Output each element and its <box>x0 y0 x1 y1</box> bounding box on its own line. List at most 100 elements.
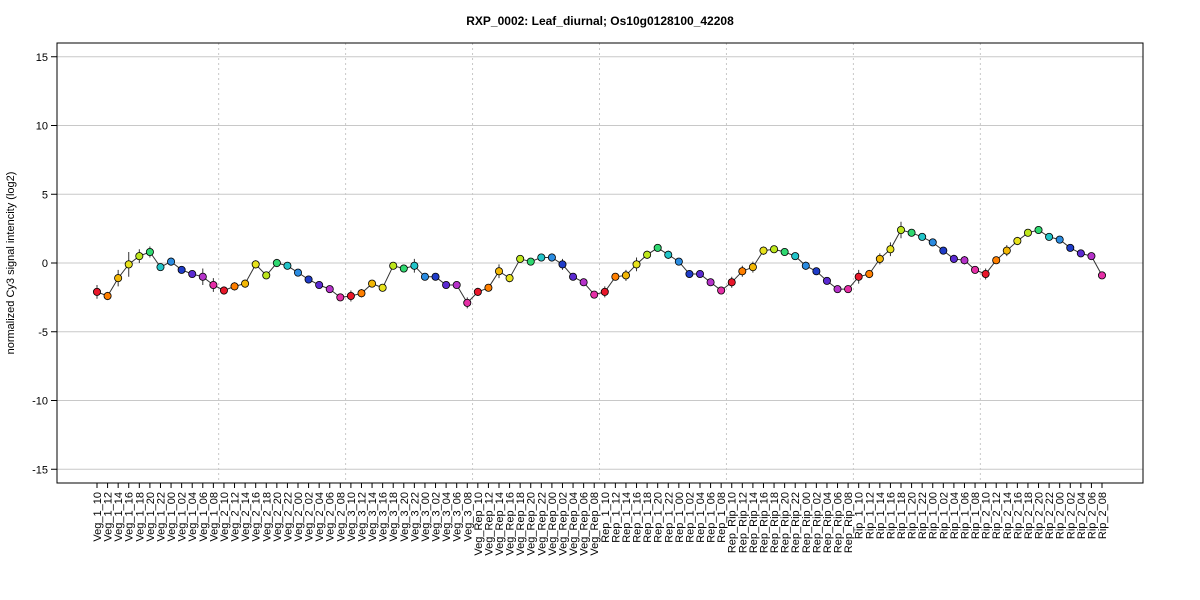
data-point <box>1045 232 1054 241</box>
data-point <box>442 280 451 289</box>
data-point <box>949 254 958 263</box>
data-point <box>241 279 250 288</box>
data-point <box>463 298 472 307</box>
x-tick-label: Rip_2_22 <box>1044 492 1056 539</box>
data-point <box>653 243 662 252</box>
data-point <box>685 269 694 278</box>
data-point <box>167 257 176 266</box>
x-tick-label: Veg_Rep_02 <box>557 492 569 556</box>
series <box>93 221 1107 309</box>
x-tick-label: Rep_Rip_20 <box>780 492 792 553</box>
data-point <box>886 245 895 254</box>
x-tick-label: Rip_2_20 <box>1034 492 1046 539</box>
x-tick-label: Veg_3_04 <box>441 492 453 542</box>
data-point <box>801 261 810 270</box>
x-tick-label: Rep_1_10 <box>600 492 612 543</box>
x-tick-label: Veg_1_16 <box>124 492 136 542</box>
x-tick-label: Rip_2_00 <box>1055 492 1067 539</box>
x-tick-label: Rip_1_16 <box>885 492 897 539</box>
x-tick-label: Rep_Rip_02 <box>811 492 823 553</box>
data-point <box>569 272 578 281</box>
data-point <box>177 265 186 274</box>
x-tick-label: Veg_Rep_14 <box>494 492 506 556</box>
data-point <box>293 268 302 277</box>
data-point <box>971 265 980 274</box>
x-tick-label: Veg_3_06 <box>452 492 464 542</box>
x-tick-label: Rip_2_12 <box>991 492 1003 539</box>
x-tick-label: Rip_2_14 <box>1002 492 1014 539</box>
x-tick-label: Rip_1_06 <box>959 492 971 539</box>
x-tick-label: Veg_Rep_08 <box>589 492 601 556</box>
data-point <box>1066 243 1075 252</box>
x-tick-label: Veg_Rep_12 <box>483 492 495 556</box>
x-tick-label: Rip_1_04 <box>949 492 961 539</box>
x-tick-label: Veg_3_20 <box>399 492 411 542</box>
data-point <box>547 253 556 262</box>
data-point <box>145 247 154 256</box>
x-tick-label: Rep_Rip_12 <box>737 492 749 553</box>
x-tick-label: Rep_Rip_08 <box>843 492 855 553</box>
series-line <box>96 229 1103 304</box>
data-point <box>410 261 419 270</box>
data-point <box>378 283 387 292</box>
data-point <box>537 253 546 262</box>
data-point <box>346 291 355 300</box>
data-point <box>717 286 726 295</box>
x-tick-label: Rep_1_08 <box>716 492 728 543</box>
data-point <box>420 272 429 281</box>
x-tick-label: Veg_3_16 <box>378 492 390 542</box>
group-separators <box>218 43 981 483</box>
x-tick-label: Rip_1_10 <box>854 492 866 539</box>
data-point <box>960 256 969 265</box>
x-tick-label: Veg_3_00 <box>420 492 432 542</box>
data-point <box>918 232 927 241</box>
data-point <box>473 287 482 296</box>
data-point <box>1055 235 1064 244</box>
data-point <box>1098 271 1107 280</box>
data-point <box>897 225 906 234</box>
x-tick-label: Veg_1_06 <box>198 492 210 542</box>
chart-title: RXP_0002: Leaf_diurnal; Os10g0128100_422… <box>466 14 734 28</box>
data-point <box>738 267 747 276</box>
x-tick-label: Rip_1_18 <box>896 492 908 539</box>
x-tick-label: Rip_1_12 <box>864 492 876 539</box>
x-tick-label: Veg_1_08 <box>208 492 220 542</box>
data-point <box>992 256 1001 265</box>
data-point <box>579 278 588 287</box>
x-tick-label: Veg_2_14 <box>240 492 252 542</box>
data-point <box>124 260 133 269</box>
x-tick-label: Veg_3_10 <box>346 492 358 542</box>
data-point <box>219 286 228 295</box>
x-tick-label: Rip_2_08 <box>1097 492 1109 539</box>
data-point <box>230 282 239 291</box>
x-tick-label: Veg_2_12 <box>230 492 242 542</box>
data-point <box>516 254 525 263</box>
x-tick-label: Veg_2_04 <box>314 492 326 542</box>
x-tick-label: Rep_Rip_14 <box>748 492 760 553</box>
x-tick-label: Veg_1_04 <box>187 492 199 542</box>
data-point <box>727 278 736 287</box>
x-tick-label: Veg_Rep_18 <box>515 492 527 556</box>
x-tick-label: Veg_1_14 <box>113 492 125 542</box>
x-tick-label: Veg_Rep_20 <box>526 492 538 556</box>
x-tick-label: Veg_2_06 <box>325 492 337 542</box>
x-tick-label: Veg_1_20 <box>145 492 157 542</box>
x-tick-label: Veg_1_18 <box>134 492 146 542</box>
data-point <box>791 252 800 261</box>
data-point <box>664 250 673 259</box>
data-point <box>759 246 768 255</box>
data-point <box>209 280 218 289</box>
data-point <box>939 246 948 255</box>
x-tick-label: Rip_2_18 <box>1023 492 1035 539</box>
data-point <box>865 269 874 278</box>
x-tick-label: Veg_Rep_22 <box>536 492 548 556</box>
y-tick-label: -5 <box>38 327 48 339</box>
data-point <box>399 264 408 273</box>
x-tick-label: Rip_2_06 <box>1086 492 1098 539</box>
data-point <box>93 287 102 296</box>
y-tick-label: -10 <box>32 396 48 408</box>
data-point <box>928 238 937 247</box>
data-point <box>611 272 620 281</box>
data-point <box>262 271 271 280</box>
plot-frame <box>56 42 1144 484</box>
